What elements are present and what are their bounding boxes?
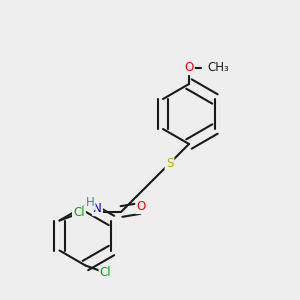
Text: H: H <box>85 196 94 209</box>
Text: O: O <box>184 61 194 74</box>
Text: Cl: Cl <box>73 206 85 220</box>
Text: CH₃: CH₃ <box>208 61 230 74</box>
Text: Cl: Cl <box>100 266 111 280</box>
Text: S: S <box>166 157 173 170</box>
Text: N: N <box>93 202 102 215</box>
Text: O: O <box>136 200 146 213</box>
